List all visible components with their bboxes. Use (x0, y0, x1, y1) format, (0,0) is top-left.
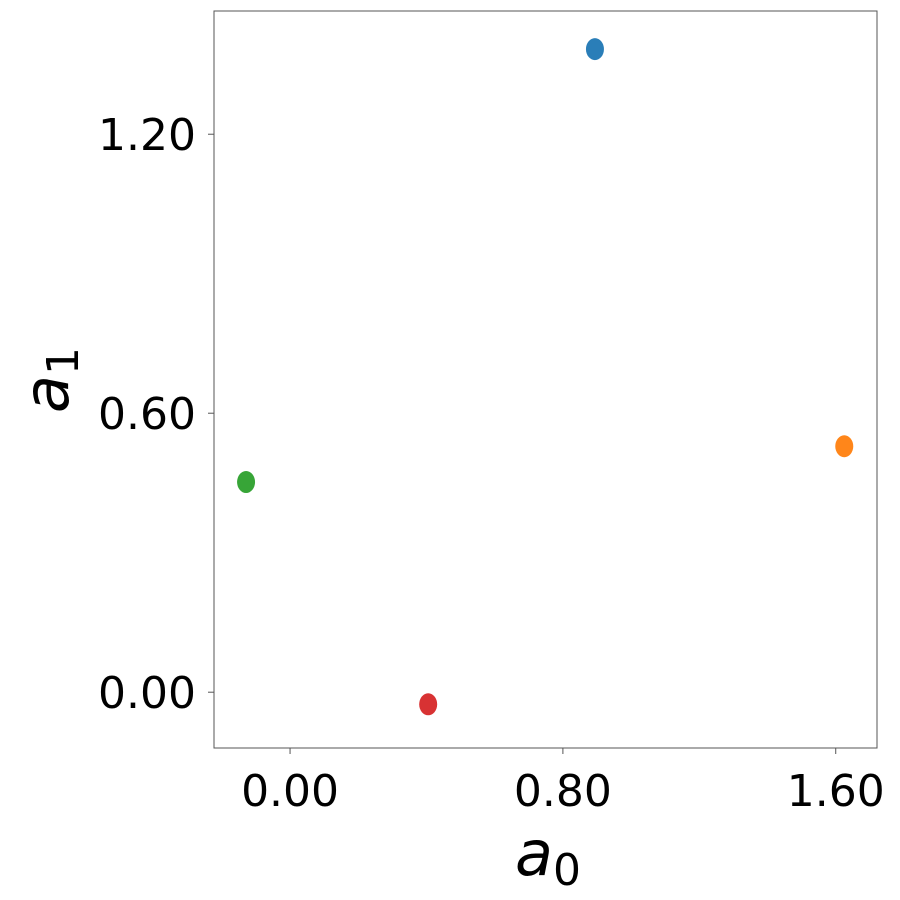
y-tick-label: 0.60 (98, 389, 196, 440)
y-tick-label: 0.00 (98, 668, 196, 719)
point (835, 435, 854, 458)
point (237, 471, 256, 494)
y-label-subscript: 1 (38, 347, 89, 375)
y-label-base: a (10, 375, 83, 413)
point (585, 38, 604, 61)
x-label-subscript: 0 (553, 845, 581, 896)
x-label-base: a (515, 817, 553, 890)
x-axis-label: a0 (515, 817, 581, 896)
point (419, 693, 438, 716)
y-tick-label: 1.20 (98, 110, 196, 161)
plot-frame (213, 10, 878, 749)
x-tick-label: 0.00 (241, 766, 339, 817)
y-axis-label: a1 (10, 347, 89, 413)
x-tick-label: 0.80 (514, 766, 612, 817)
x-tick-label: 1.60 (787, 766, 885, 817)
